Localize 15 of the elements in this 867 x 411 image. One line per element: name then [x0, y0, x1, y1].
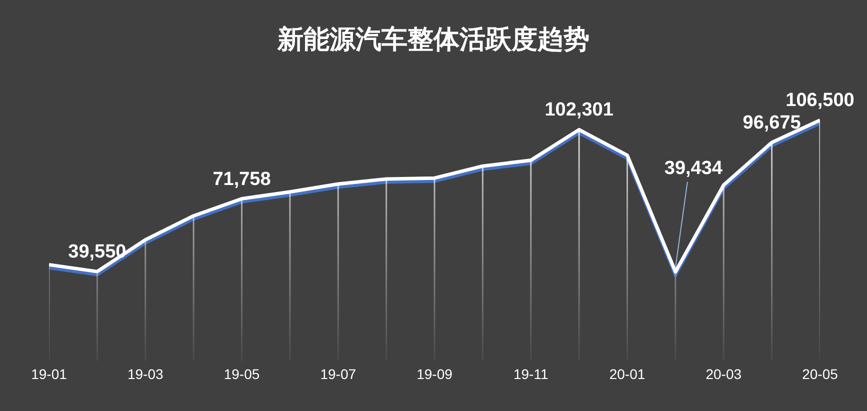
data-label: 39,434 [664, 158, 723, 179]
x-tick-label: 19-07 [320, 366, 356, 382]
chart-title: 新能源汽车整体活跃度趋势 [276, 24, 590, 57]
data-label: 71,758 [212, 168, 271, 190]
x-tick-label: 20-05 [802, 366, 838, 382]
x-tick-label: 19-03 [127, 366, 164, 382]
data-label: 106,500 [786, 90, 854, 112]
data-label: 102,301 [544, 100, 614, 121]
x-tick-label: 19-11 [513, 366, 548, 382]
x-tick-label: 20-01 [609, 366, 646, 382]
x-tick-label: 19-05 [224, 366, 260, 382]
data-label: 96,675 [742, 112, 802, 134]
x-tick-label: 19-09 [416, 366, 453, 382]
x-tick-label: 20-03 [706, 366, 742, 382]
x-tick-label: 19-01 [31, 366, 68, 382]
